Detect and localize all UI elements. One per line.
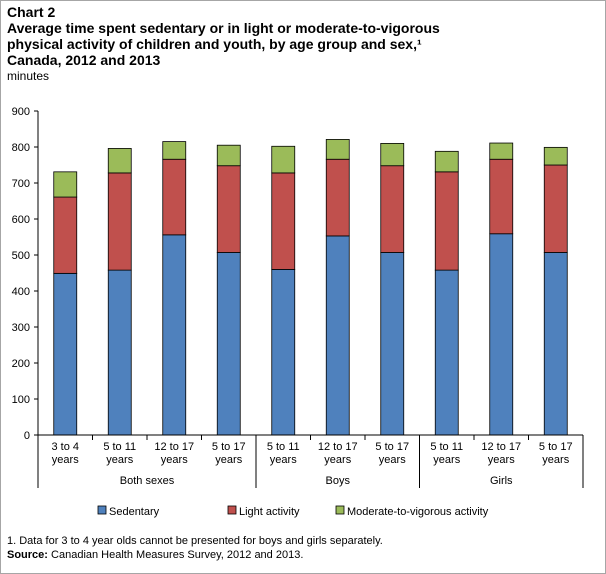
chart-plot: 0 100 200 300 400 500 600 700 800 900 3 to 4 years 5…	[12, 106, 584, 518]
x-category-label: 12 to 17 years	[481, 441, 521, 466]
bar-segment-2	[271, 172, 296, 270]
y-tick-label: 400	[12, 286, 30, 298]
footnotes: 1. Data for 3 to 4 year olds cannot be p…	[7, 534, 383, 562]
x-category-label: 12 to 17 years	[318, 441, 358, 466]
bar-segment-1	[271, 268, 296, 436]
bar-segment-1	[216, 252, 241, 436]
legend-label-3: Moderate-to-vigorous activity	[347, 506, 489, 518]
y-tick-label: 900	[12, 106, 30, 118]
bar-segment-1	[107, 269, 132, 436]
source-text: Canadian Health Measures Survey, 2012 an…	[47, 549, 304, 561]
bar-segment-2	[543, 164, 568, 253]
bar-segment-2	[53, 196, 78, 274]
x-category-label: 5 to 11 years	[430, 441, 463, 466]
bar-segment-2	[162, 158, 187, 236]
bar-segment-2	[107, 172, 132, 271]
x-category-label: 5 to 11 years	[103, 441, 136, 466]
legend-label-1: Sedentary	[109, 506, 160, 518]
source-line: Source: Canadian Health Measures Survey,…	[7, 548, 383, 562]
bar-segment-3	[53, 171, 78, 198]
bar-segment-2	[434, 171, 459, 271]
bar-segment-1	[380, 252, 405, 436]
x-category-label: 5 to 17 years	[539, 441, 573, 466]
x-category-label: 5 to 17 years	[212, 441, 246, 466]
bar-segment-3	[380, 142, 405, 167]
chart-title: Average time spent sedentary or in light…	[7, 20, 440, 68]
bar-segment-3	[489, 142, 514, 160]
footnote-1: 1. Data for 3 to 4 year olds cannot be p…	[7, 535, 383, 547]
legend-swatch-3	[335, 505, 345, 515]
y-tick-label: 0	[24, 430, 30, 442]
bar-segment-3	[107, 148, 132, 174]
chart-header: Chart 2 Average time spent sedentary or …	[7, 4, 602, 84]
bar-segment-2	[489, 158, 514, 235]
legend-swatch-2	[227, 505, 237, 515]
y-tick-label: 500	[12, 250, 30, 262]
bar-segment-2	[216, 165, 241, 253]
bar-segment-3	[216, 144, 241, 167]
bar-segment-3	[271, 145, 296, 174]
y-tick-label: 300	[12, 322, 30, 334]
y-axis-units: minutes	[7, 69, 50, 83]
bar-segment-3	[162, 141, 187, 160]
bar-segment-1	[489, 233, 514, 436]
bar-segment-2	[380, 165, 405, 253]
y-tick-label: 600	[12, 214, 30, 226]
x-category-label: 5 to 17 years	[375, 441, 409, 466]
x-category-label: 3 to 4 years	[51, 441, 79, 466]
bar-segment-1	[325, 235, 350, 436]
group-label: Girls	[490, 475, 513, 487]
legend-label-2: Light activity	[239, 506, 300, 518]
bar-segment-1	[162, 234, 187, 436]
chart-label: Chart 2	[7, 4, 56, 20]
y-tick-label: 800	[12, 142, 30, 154]
x-category-label: 5 to 11 years	[267, 441, 300, 466]
x-category-label: 12 to 17 years	[154, 441, 194, 466]
y-tick-label: 700	[12, 178, 30, 190]
bar-segment-1	[434, 269, 459, 436]
bar-segment-1	[53, 272, 78, 436]
group-label: Both sexes	[120, 475, 175, 487]
bar-segment-3	[543, 146, 568, 166]
group-label: Boys	[326, 475, 351, 487]
legend-swatch-1	[97, 505, 107, 515]
bar-segment-2	[325, 158, 350, 237]
y-tick-label: 200	[12, 358, 30, 370]
source-label: Source:	[7, 549, 48, 561]
bar-segment-3	[434, 150, 459, 173]
bar-segment-1	[543, 252, 568, 436]
y-tick-label: 100	[12, 394, 30, 406]
bar-segment-3	[325, 139, 350, 160]
